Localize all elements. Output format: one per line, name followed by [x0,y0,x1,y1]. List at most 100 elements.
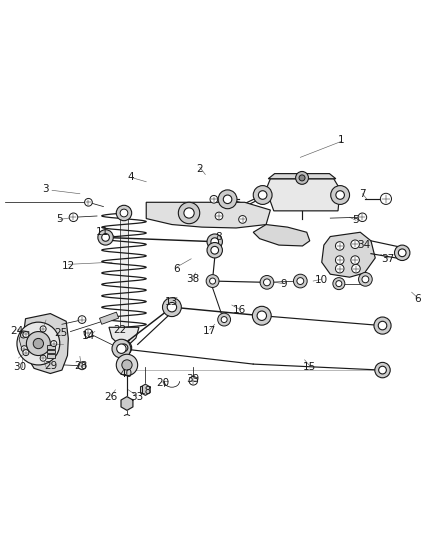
Circle shape [257,311,266,320]
Circle shape [85,198,92,206]
Circle shape [116,340,132,356]
Circle shape [218,313,230,326]
Polygon shape [19,330,29,351]
Circle shape [215,212,223,220]
Circle shape [378,321,387,330]
Text: 20: 20 [156,378,169,388]
Circle shape [211,246,219,254]
Circle shape [120,209,128,217]
Polygon shape [322,232,375,277]
Text: 24: 24 [11,326,24,336]
Circle shape [336,191,344,199]
Circle shape [362,276,369,283]
Circle shape [78,316,86,324]
Circle shape [189,376,198,385]
Text: 17: 17 [203,326,216,336]
Polygon shape [146,203,270,228]
Circle shape [167,302,177,312]
Circle shape [116,205,132,221]
Circle shape [210,196,218,203]
Circle shape [184,208,194,218]
Circle shape [331,185,350,205]
Text: 13: 13 [164,296,178,306]
Circle shape [98,230,113,245]
Circle shape [120,344,128,352]
Text: 18: 18 [139,386,152,395]
Polygon shape [253,224,310,246]
Circle shape [374,317,391,334]
Circle shape [336,281,342,287]
Text: 34: 34 [357,240,370,250]
Text: 1: 1 [338,135,344,145]
Circle shape [358,213,367,222]
Circle shape [26,332,50,356]
Circle shape [336,256,344,264]
Text: 28: 28 [74,361,88,371]
Circle shape [359,272,372,286]
Circle shape [351,240,360,248]
Text: 2: 2 [196,164,203,174]
Circle shape [23,332,29,337]
Polygon shape [266,179,340,211]
Circle shape [395,245,410,261]
Circle shape [40,355,46,361]
Circle shape [206,274,219,287]
Circle shape [112,340,131,358]
Circle shape [221,317,227,322]
Circle shape [297,278,304,285]
Bar [47,350,56,353]
Text: 6: 6 [415,294,421,304]
Circle shape [117,344,126,353]
Text: 38: 38 [186,274,199,284]
Circle shape [398,249,406,257]
Circle shape [69,213,78,222]
Circle shape [264,279,270,286]
Circle shape [116,354,138,376]
Polygon shape [23,313,68,374]
Circle shape [209,278,215,284]
Circle shape [260,276,274,289]
Circle shape [21,332,26,338]
Circle shape [253,185,272,205]
Circle shape [21,346,27,352]
Text: 12: 12 [62,261,75,271]
Polygon shape [141,384,150,395]
Text: 5: 5 [353,215,359,225]
Text: 33: 33 [130,392,143,402]
Circle shape [351,256,360,264]
Circle shape [352,264,360,273]
Text: 3: 3 [42,184,49,195]
Text: 16: 16 [233,305,246,315]
Circle shape [293,274,307,288]
Circle shape [258,191,267,199]
Circle shape [78,362,86,370]
Text: 39: 39 [186,374,199,384]
Polygon shape [121,397,133,410]
Text: 7: 7 [359,189,366,199]
Circle shape [162,298,181,317]
Circle shape [239,215,247,223]
Circle shape [299,175,305,181]
Bar [47,354,56,358]
Text: 26: 26 [105,392,118,402]
Circle shape [336,241,344,250]
Circle shape [124,415,131,422]
Bar [99,312,119,324]
Circle shape [33,338,43,349]
Circle shape [122,360,132,370]
Text: 40: 40 [119,369,132,379]
Circle shape [207,234,223,249]
Circle shape [17,322,60,365]
Text: 25: 25 [54,328,67,338]
Text: 5: 5 [57,214,63,223]
Bar [120,213,128,327]
Circle shape [211,238,219,246]
Text: 8: 8 [215,232,223,243]
Circle shape [102,233,110,241]
Bar [47,345,56,349]
Text: 37: 37 [381,254,395,264]
Text: 6: 6 [173,264,180,273]
Circle shape [333,278,345,289]
Text: 22: 22 [113,325,126,335]
Circle shape [207,243,223,258]
